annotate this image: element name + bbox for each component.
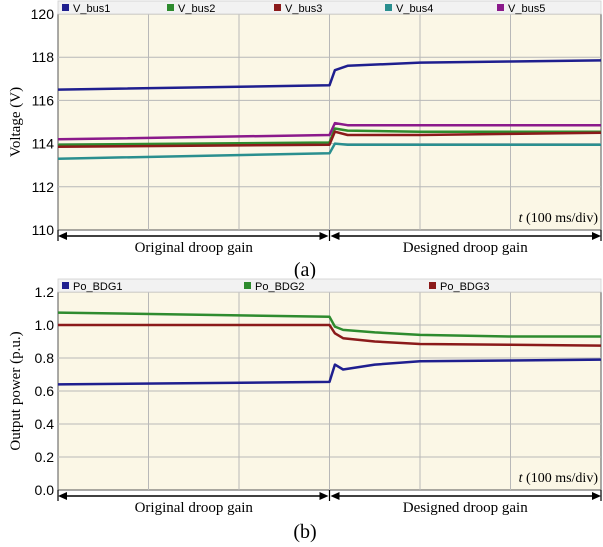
y-axis-label: Output power (p.u.) bbox=[8, 331, 24, 450]
series-line-po-bdg2 bbox=[57, 311, 601, 338]
series-line-po-bdg3 bbox=[58, 323, 602, 347]
arrow-head bbox=[319, 492, 329, 500]
y-tick-label: 0.8 bbox=[35, 350, 55, 366]
y-tick-label: 114 bbox=[32, 136, 55, 152]
time-scale-note: t (100 ms/div) bbox=[519, 471, 599, 486]
legend-entry: Po_BDG2 bbox=[255, 281, 305, 293]
arrow-head bbox=[58, 492, 67, 500]
chart-panel: 110 112 114 116 118 120 Voltage (V) V_bus1 V_bus… bbox=[8, 0, 602, 281]
arrow-head bbox=[330, 232, 340, 240]
y-tick-label: 1.0 bbox=[35, 317, 55, 333]
legend-swatch bbox=[429, 282, 436, 289]
arrow-head bbox=[319, 232, 329, 240]
legend-entry: Po_BDG3 bbox=[440, 281, 490, 293]
y-axis-label: Voltage (V) bbox=[8, 87, 24, 157]
series-line-po-bdg1 bbox=[57, 358, 602, 386]
legend-strip bbox=[57, 278, 602, 293]
y-tick-label: 0.6 bbox=[35, 383, 55, 399]
region-label-designed: Designed droop gain bbox=[403, 240, 528, 256]
arrow-head bbox=[592, 492, 601, 500]
series-line-v-bus4 bbox=[57, 142, 601, 160]
region-label-designed: Designed droop gain bbox=[403, 500, 528, 516]
series-line-v-bus3 bbox=[57, 130, 602, 149]
y-tick-label: 116 bbox=[32, 92, 55, 108]
series-line-v-bus1 bbox=[57, 59, 602, 91]
arrow-head bbox=[330, 492, 340, 500]
legend-swatch bbox=[244, 282, 251, 289]
legend-entry: V_bus2 bbox=[178, 3, 215, 15]
legend-entry: V_bus4 bbox=[396, 3, 433, 15]
legend-swatch bbox=[385, 4, 392, 11]
arrow-head bbox=[58, 232, 67, 240]
panel-caption: (a) bbox=[294, 259, 316, 281]
y-tick-label: 1.2 bbox=[35, 284, 55, 300]
panel-caption: (b) bbox=[293, 521, 316, 543]
arrow-head bbox=[592, 232, 601, 240]
y-tick-label: 112 bbox=[32, 179, 55, 195]
legend-swatch bbox=[274, 4, 281, 11]
legend-swatch bbox=[497, 4, 504, 11]
time-scale-note: t (100 ms/div) bbox=[519, 211, 599, 226]
legend-swatch bbox=[62, 282, 69, 289]
legend-entry: V_bus1 bbox=[73, 3, 110, 15]
y-tick-label: 0.2 bbox=[35, 449, 55, 465]
legend-swatch bbox=[167, 4, 174, 11]
region-label-original: Original droop gain bbox=[135, 240, 254, 256]
legend-strip bbox=[57, 0, 602, 15]
y-tick-label: 120 bbox=[31, 6, 55, 22]
chart-panel: 0.0 0.2 0.4 0.6 0.8 1.0 1.2 Output power (p.u.)… bbox=[8, 278, 602, 543]
region-label-original: Original droop gain bbox=[135, 500, 254, 516]
legend-entry: V_bus5 bbox=[508, 3, 545, 15]
y-tick-label: 118 bbox=[32, 49, 55, 65]
legend-entry: Po_BDG1 bbox=[73, 281, 123, 293]
y-tick-label: 0.0 bbox=[35, 482, 55, 498]
legend-entry: V_bus3 bbox=[285, 3, 322, 15]
y-tick-label: 110 bbox=[32, 222, 55, 238]
y-tick-label: 0.4 bbox=[35, 416, 55, 432]
legend-swatch bbox=[62, 4, 69, 11]
series-line-v-bus5 bbox=[57, 121, 601, 141]
